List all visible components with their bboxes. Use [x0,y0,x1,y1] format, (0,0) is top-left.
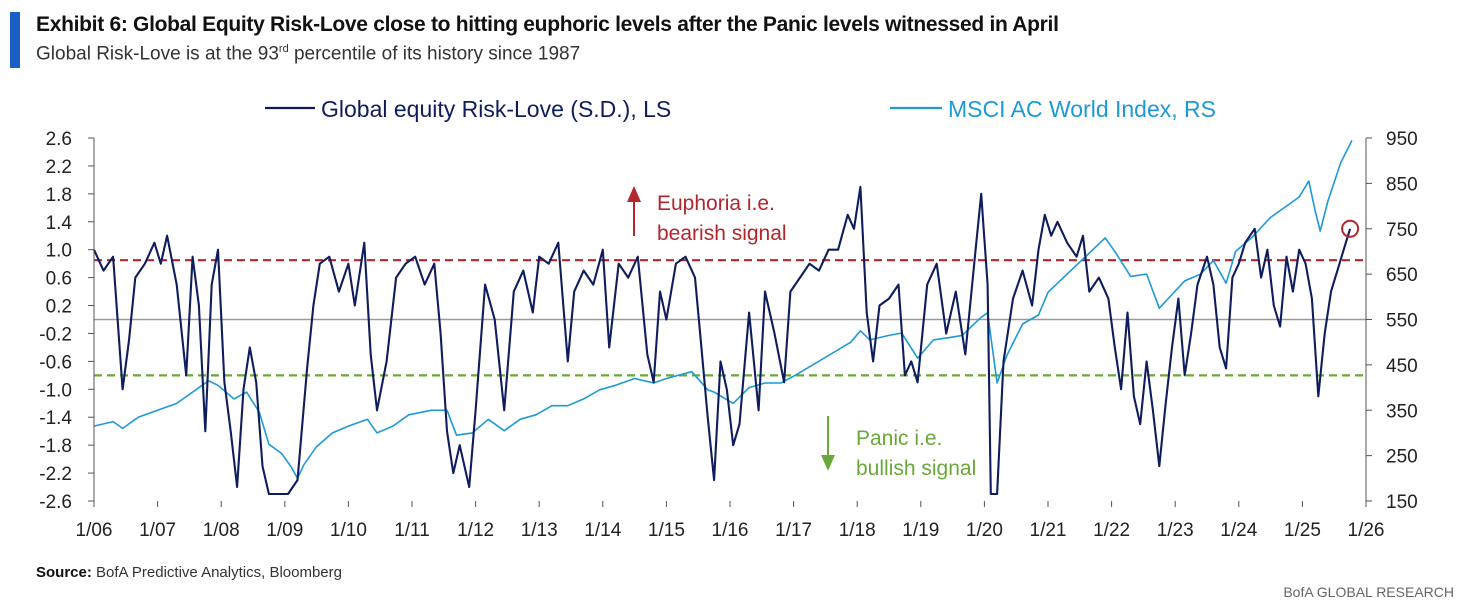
right-tick-label: 850 [1386,174,1418,195]
left-tick-label: 0.6 [46,269,72,290]
x-tick-label: 1/15 [648,520,685,540]
panic-annotation-line1: Panic i.e. [856,427,942,450]
left-tick-label: -1.0 [39,380,72,401]
x-tick-label: 1/14 [584,520,621,540]
left-tick-label: -2.6 [39,492,72,513]
annotations: Euphoria i.e. bearish signal Panic i.e. … [627,186,976,480]
brand-footer: BofA GLOBAL RESEARCH [1283,584,1454,600]
right-tick-label: 650 [1386,265,1418,286]
euphoria-up-arrow [627,186,641,236]
left-tick-label: 1.0 [46,241,72,262]
x-tick-label: 1/12 [457,520,494,540]
x-tick-label: 1/22 [1093,520,1130,540]
x-tick-label: 1/11 [394,520,430,540]
right-tick-label: 450 [1386,356,1418,377]
source-label: Source: [36,564,92,581]
x-tick-label: 1/13 [521,520,558,540]
left-tick-label: -0.2 [39,324,72,345]
x-tick-label: 1/18 [839,520,876,540]
x-tick-label: 1/09 [266,520,303,540]
latest-reading-marker [1341,219,1360,238]
panic-down-arrow [821,416,835,471]
chart-title: Exhibit 6: Global Equity Risk-Love close… [36,13,1059,36]
x-tick-label: 1/10 [330,520,367,540]
right-tick-label: 750 [1386,220,1418,241]
series-line-risk-love [93,185,1352,496]
right-tick-label: 350 [1386,401,1418,422]
source-text: BofA Predictive Analytics, Bloomberg [91,564,342,581]
left-tick-label: 2.6 [46,129,72,150]
series-line-msci [93,139,1353,480]
x-tick-label: 1/08 [203,520,240,540]
right-tick-label: 250 [1386,447,1418,468]
left-tick-label: -1.4 [39,408,72,429]
legend: Global equity Risk-Love (S.D.), LS MSCI … [265,96,1216,122]
chart-subtitle: Global Risk-Love is at the 93rd percenti… [36,43,580,65]
euphoria-annotation-line1: Euphoria i.e. [657,192,775,215]
x-tick-label: 1/24 [1220,520,1257,540]
x-tick-label: 1/19 [902,520,939,540]
x-tick-label: 1/17 [775,520,812,540]
x-tick-label: 1/21 [1030,520,1067,540]
left-tick-label: 2.2 [46,157,72,178]
left-tick-label: -0.6 [39,352,72,373]
euphoria-annotation-line2: bearish signal [657,222,787,245]
right-tick-label: 950 [1386,129,1418,150]
subtitle-text: Global Risk-Love is at the 93 [36,43,279,65]
legend-label-risk-love: Global equity Risk-Love (S.D.), LS [321,96,671,122]
left-tick-label: -1.8 [39,436,72,457]
right-tick-label: 550 [1386,311,1418,332]
x-tick-label: 1/23 [1157,520,1194,540]
source-note: Source: BofA Predictive Analytics, Bloom… [36,564,342,581]
left-tick-label: -2.2 [39,464,72,485]
title-accent-bar [10,12,20,68]
x-tick-label: 1/25 [1284,520,1321,540]
chart-area: Global equity Risk-Love (S.D.), LS MSCI … [39,96,1418,540]
subtitle-superscript: rd [278,43,289,55]
x-tick-label: 1/06 [76,520,113,540]
left-tick-label: 1.4 [46,213,73,234]
right-tick-label: 150 [1386,492,1418,513]
x-tick-label: 1/07 [139,520,176,540]
panic-annotation-line2: bullish signal [856,457,976,480]
legend-label-msci: MSCI AC World Index, RS [948,96,1216,122]
subtitle-text-end: percentile of its history since 1987 [288,43,581,65]
left-tick-label: 0.2 [46,297,72,318]
left-tick-label: 1.8 [46,185,72,206]
x-tick-label: 1/20 [966,520,1003,540]
x-tick-label: 1/16 [712,520,749,540]
x-tick-label: 1/26 [1348,520,1385,540]
